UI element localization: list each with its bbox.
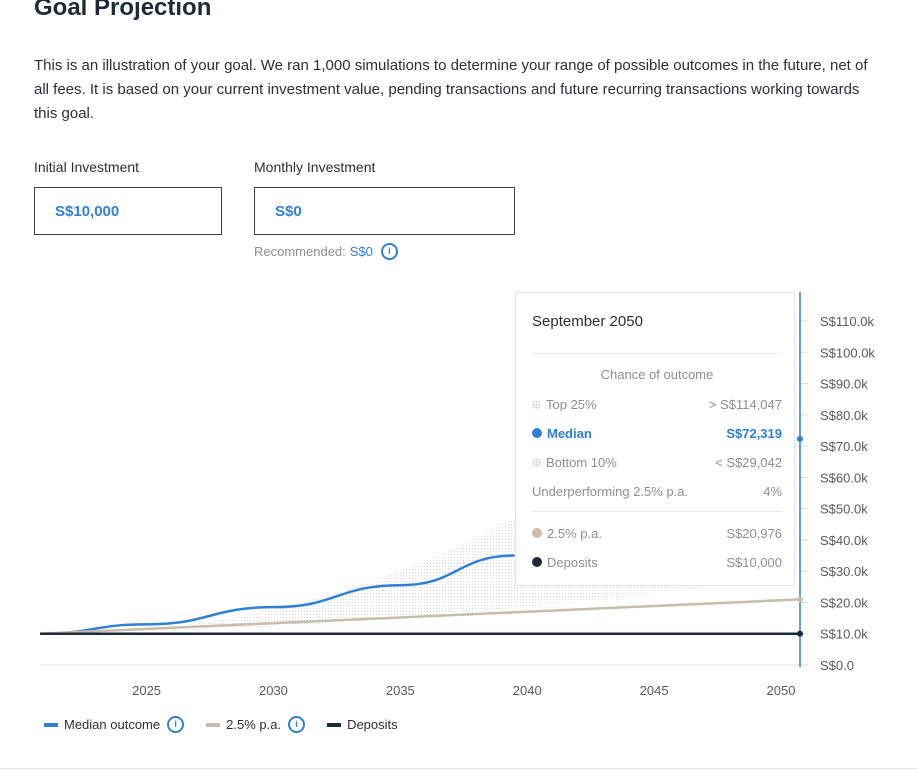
- legend-label: 2.5% p.a.: [226, 717, 282, 732]
- median-dot-icon: [532, 428, 542, 438]
- median-outcome-line: [39, 554, 515, 635]
- outcome-tooltip: September 2050 Chance of outcome Top 25%…: [515, 292, 795, 586]
- tooltip-value: 4%: [763, 483, 782, 499]
- tooltip-label: 2.5% p.a.: [547, 525, 602, 541]
- tooltip-label: Top 25%: [546, 396, 597, 412]
- monthly-investment-label: Monthly Investment: [254, 159, 376, 175]
- x-tick-label: 2025: [132, 683, 161, 698]
- info-icon[interactable]: i: [167, 716, 185, 733]
- y-tick-label: S$60.0k: [820, 470, 868, 485]
- legend-label: Median outcome: [64, 717, 161, 732]
- info-icon[interactable]: i: [288, 716, 306, 733]
- y-tick-label: S$0.0: [820, 658, 854, 673]
- tooltip-label: Underperforming 2.5% p.a.: [532, 483, 689, 499]
- tooltip-row-underperforming: Underperforming 2.5% p.a. 4%: [532, 482, 782, 500]
- recommended-label: Recommended:: [254, 244, 346, 259]
- rate-line: [39, 598, 801, 635]
- tooltip-date: September 2050: [532, 313, 643, 330]
- tooltip-subtitle: Chance of outcome: [600, 367, 714, 382]
- tooltip-row-median: Median S$72,319: [532, 424, 782, 442]
- y-tick-label: S$80.0k: [820, 408, 868, 423]
- tooltip-row-rate: 2.5% p.a. S$20,976: [532, 524, 782, 542]
- recommended-hint: Recommended: S$0 i: [254, 243, 398, 260]
- dotted-dot-icon: [532, 457, 541, 467]
- x-tick-label: 2045: [640, 683, 669, 698]
- x-tick-label: 2035: [386, 683, 415, 698]
- chart-grid: [40, 320, 808, 666]
- y-tick-label: S$50.0k: [820, 502, 868, 517]
- x-tick-label: 2040: [513, 683, 542, 698]
- tooltip-value: S$72,319: [726, 425, 782, 441]
- monthly-investment-input[interactable]: S$0: [254, 187, 515, 235]
- chart-series: [39, 554, 801, 635]
- chart-axis-ticks: S$0.0 S$10.0k S$20.0k S$30.0k S$40.0k S$50.0k…: [132, 314, 875, 698]
- chart-legend: Median outcome i 2.5% p.a. i Deposits: [44, 716, 420, 733]
- tooltip-divider: [532, 511, 782, 512]
- y-tick-label: S$40.0k: [820, 533, 868, 548]
- deposits-dot-icon: [532, 557, 542, 567]
- x-tick-label: 2030: [259, 683, 288, 698]
- tooltip-value: < S$29,042: [715, 454, 782, 470]
- median-marker: [797, 435, 803, 442]
- tooltip-label: Deposits: [547, 554, 598, 570]
- tooltip-value: S$10,000: [726, 554, 782, 570]
- legend-deposits[interactable]: Deposits: [327, 717, 398, 732]
- tooltip-row-bottom10: Bottom 10% < S$29,042: [532, 453, 782, 471]
- y-tick-label: S$110.0k: [820, 314, 874, 329]
- initial-investment-label: Initial Investment: [34, 159, 140, 175]
- rate-dot-icon: [532, 528, 542, 538]
- y-tick-label: S$90.0k: [820, 377, 868, 392]
- info-icon[interactable]: i: [380, 243, 398, 260]
- y-tick-label: S$10.0k: [820, 627, 868, 642]
- tooltip-label: Median: [547, 425, 592, 441]
- y-tick-label: S$20.0k: [820, 595, 868, 610]
- legend-label: Deposits: [347, 717, 398, 732]
- legend-swatch: [44, 722, 58, 727]
- x-tick-label: 2050: [767, 683, 796, 698]
- tooltip-label: Bottom 10%: [546, 454, 617, 470]
- tooltip-row-top25: Top 25% > S$114,047: [532, 395, 782, 413]
- legend-median[interactable]: Median outcome i: [44, 716, 185, 733]
- goal-description: This is an illustration of your goal. We…: [34, 57, 868, 122]
- y-tick-label: S$70.0k: [820, 439, 868, 454]
- tooltip-value: S$20,976: [726, 525, 782, 541]
- y-tick-label: S$100.0k: [820, 345, 875, 360]
- section-divider: [0, 768, 918, 769]
- tooltip-row-deposits: Deposits S$10,000: [532, 553, 782, 571]
- y-tick-label: S$30.0k: [820, 564, 868, 579]
- chart-cursor: [797, 292, 803, 667]
- tooltip-value: > S$114,047: [708, 396, 782, 412]
- page-title: Goal Projection: [34, 0, 212, 21]
- initial-investment-input[interactable]: S$10,000: [34, 187, 222, 235]
- recommended-value[interactable]: S$0: [349, 244, 373, 259]
- legend-swatch: [206, 722, 221, 727]
- legend-rate[interactable]: 2.5% p.a. i: [206, 716, 306, 733]
- legend-swatch: [327, 722, 342, 727]
- dotted-dot-icon: [532, 399, 541, 409]
- tooltip-divider: [532, 353, 782, 354]
- rate-marker: [797, 596, 803, 603]
- deposits-marker: [797, 630, 803, 637]
